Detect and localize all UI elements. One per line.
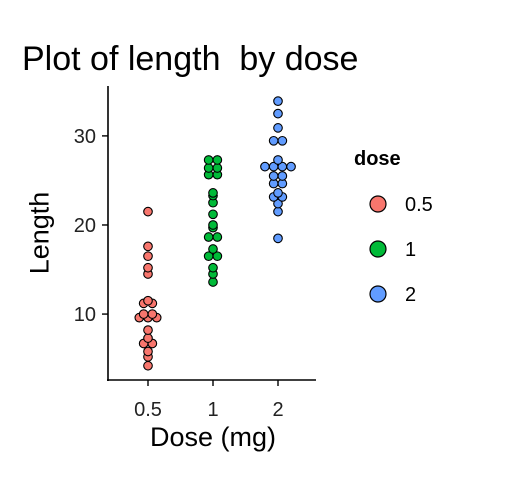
legend-title: dose: [354, 148, 401, 170]
data-point-dose-2: [268, 135, 279, 146]
data-point-dose-2: [277, 171, 288, 181]
data-point-dose-2: [273, 233, 283, 244]
data-point-dose-1: [212, 163, 223, 173]
data-point-dose-0-5: [143, 333, 153, 343]
data-point-dose-1: [208, 262, 218, 273]
legend-key-0-5: [369, 195, 387, 213]
legend-label: 1: [405, 239, 416, 261]
data-point-dose-1: [203, 155, 214, 165]
data-point-dose-0-5: [138, 309, 149, 319]
data-point-dose-0-5: [143, 346, 153, 357]
x-tick-label: 0.5: [134, 399, 162, 421]
data-point-dose-1: [203, 163, 214, 173]
data-point-dose-2: [273, 198, 283, 209]
data-point-dose-1: [203, 232, 214, 242]
data-point-dose-0-5: [143, 251, 153, 262]
data-point-dose-1: [212, 232, 223, 242]
legend-key-1: [369, 240, 387, 258]
data-point-dose-2: [273, 123, 283, 133]
legend-label: 2: [405, 284, 416, 306]
data-point-dose-0-5: [143, 295, 153, 306]
data-point-dose-0-5: [143, 241, 153, 252]
data-point-dose-2: [268, 171, 279, 181]
data-point-dose-0-5: [147, 309, 158, 319]
data-point-dose-1: [208, 277, 218, 287]
chart-title: Plot of length by dose: [22, 40, 359, 78]
data-point-dose-0-5: [143, 262, 153, 273]
data-point-dose-1: [208, 220, 218, 230]
legend-label: 0.5: [405, 194, 433, 216]
data-point-dose-0-5: [143, 325, 153, 335]
data-point-dose-2: [273, 96, 283, 106]
data-point-dose-1: [208, 209, 218, 220]
data-point-dose-2: [273, 108, 283, 119]
y-tick-label: 20: [74, 215, 96, 237]
x-axis-label: Dose (mg): [149, 422, 277, 452]
data-point-dose-2: [273, 188, 283, 198]
data-point-dose-1: [208, 188, 218, 198]
legend-key-2: [369, 285, 387, 303]
data-point-dose-2: [273, 206, 283, 217]
data-point-dose-1: [212, 155, 223, 165]
data-point-dose-1: [208, 244, 218, 254]
x-tick-label: 2: [272, 399, 283, 421]
data-point-dose-2: [273, 155, 283, 165]
data-point-dose-2: [286, 161, 296, 172]
data-point-dose-1: [212, 251, 223, 262]
y-tick-label: 10: [74, 304, 96, 326]
data-point-dose-0-5: [143, 206, 153, 217]
y-tick-label: 30: [74, 126, 96, 148]
data-point-dose-2: [260, 161, 270, 172]
data-point-dose-2: [277, 135, 288, 146]
data-point-dose-0-5: [143, 360, 153, 371]
x-tick-label: 1: [207, 399, 218, 421]
